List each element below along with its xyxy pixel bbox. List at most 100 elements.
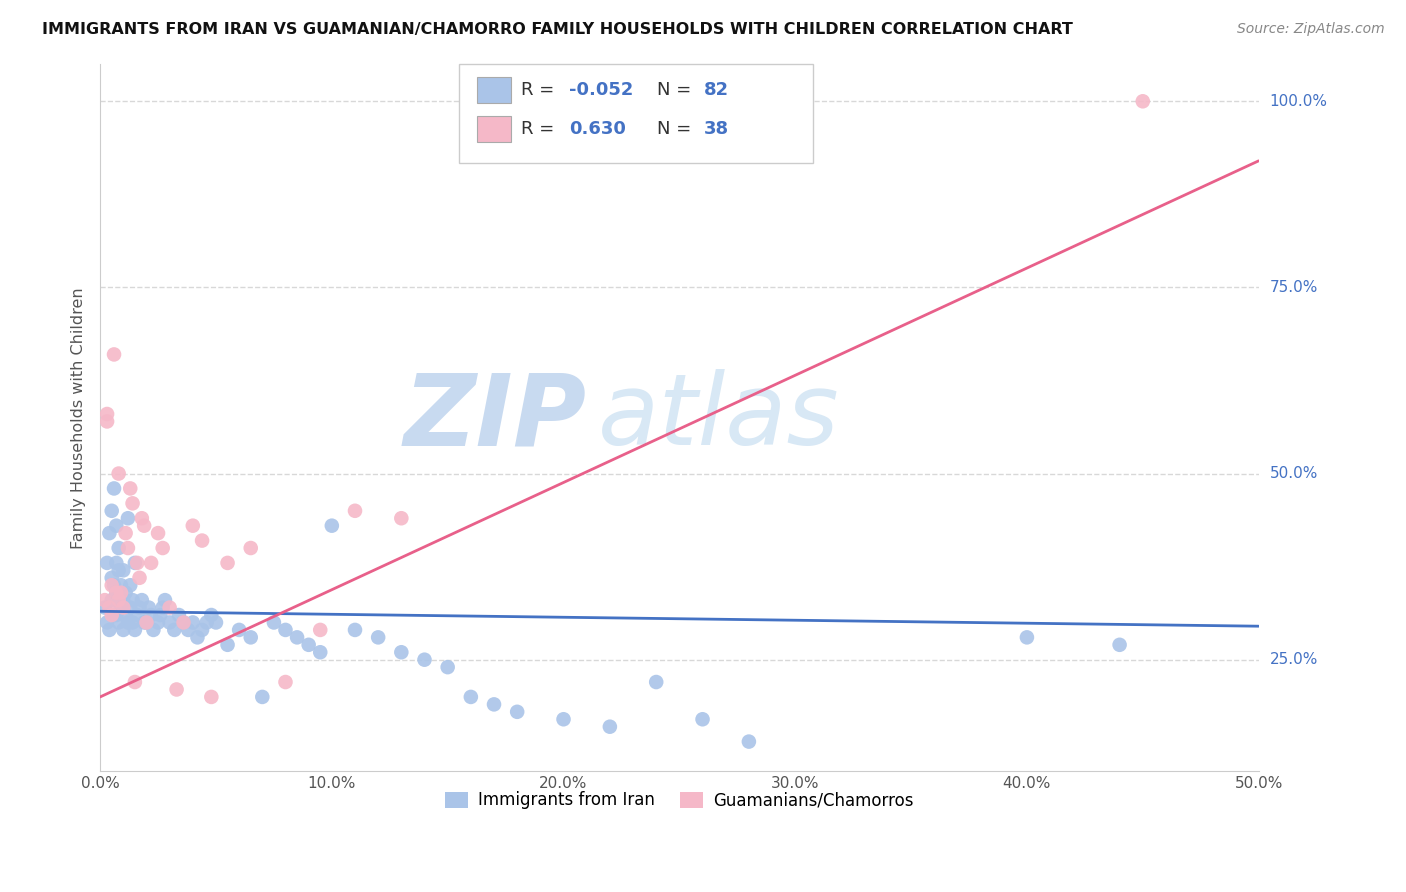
Point <box>96 556 118 570</box>
Point <box>120 578 142 592</box>
Point <box>100 504 122 518</box>
Point <box>107 541 129 555</box>
Text: -0.052: -0.052 <box>569 81 634 99</box>
Point <box>100 593 122 607</box>
Point <box>105 585 128 599</box>
Point <box>110 585 132 599</box>
Point <box>135 615 157 630</box>
Point <box>263 615 285 630</box>
Point <box>200 607 222 622</box>
Text: ZIP: ZIP <box>404 369 586 467</box>
Point <box>553 712 575 726</box>
Point <box>121 615 143 630</box>
Point <box>228 623 250 637</box>
Point <box>110 600 132 615</box>
Point <box>127 607 149 622</box>
Point <box>112 563 135 577</box>
Point <box>389 645 412 659</box>
Point <box>599 720 621 734</box>
Point <box>252 690 274 704</box>
Point <box>96 615 118 630</box>
Point <box>105 518 128 533</box>
Point <box>124 556 146 570</box>
Point <box>128 571 150 585</box>
Point <box>96 414 118 428</box>
Point <box>131 511 153 525</box>
Point <box>159 615 181 630</box>
Point <box>114 607 136 622</box>
Point <box>482 698 505 712</box>
Point <box>98 526 121 541</box>
Point <box>94 593 117 607</box>
Point <box>112 593 135 607</box>
Point <box>177 623 200 637</box>
Point <box>343 504 366 518</box>
Point <box>1015 631 1038 645</box>
Text: R =: R = <box>520 120 565 138</box>
Point <box>152 541 174 555</box>
Point <box>343 623 366 637</box>
FancyBboxPatch shape <box>460 64 813 163</box>
Point <box>107 615 129 630</box>
Point <box>110 578 132 592</box>
Point <box>163 623 186 637</box>
FancyBboxPatch shape <box>477 116 512 142</box>
Point <box>134 615 156 630</box>
Point <box>738 734 761 748</box>
Text: 50.0%: 50.0% <box>1270 466 1317 481</box>
Point <box>96 407 118 421</box>
Point <box>100 571 122 585</box>
Point <box>1132 95 1154 109</box>
Point <box>309 645 332 659</box>
FancyBboxPatch shape <box>477 78 512 103</box>
Point <box>167 607 190 622</box>
Point <box>309 623 332 637</box>
Point <box>105 607 128 622</box>
Point <box>239 541 262 555</box>
Point <box>100 578 122 592</box>
Point <box>367 631 389 645</box>
Point <box>117 541 139 555</box>
Point <box>153 593 176 607</box>
Point <box>159 600 181 615</box>
Point <box>200 690 222 704</box>
Point <box>139 607 162 622</box>
Point <box>139 556 162 570</box>
Point <box>128 600 150 615</box>
Y-axis label: Family Households with Children: Family Households with Children <box>72 287 86 549</box>
Point <box>142 623 165 637</box>
Text: 0.630: 0.630 <box>569 120 626 138</box>
Point <box>107 593 129 607</box>
Point <box>103 347 125 361</box>
Point <box>217 556 239 570</box>
Text: N =: N = <box>658 81 697 99</box>
Point <box>134 518 156 533</box>
Point <box>107 467 129 481</box>
Point <box>181 615 204 630</box>
Point <box>173 615 195 630</box>
Point <box>389 511 412 525</box>
Point <box>103 607 125 622</box>
Point <box>149 607 172 622</box>
Text: 75.0%: 75.0% <box>1270 280 1317 295</box>
Point <box>186 631 208 645</box>
Point <box>103 482 125 496</box>
Text: R =: R = <box>520 81 560 99</box>
Point <box>460 690 482 704</box>
Point <box>239 631 262 645</box>
Point <box>285 631 308 645</box>
Point <box>105 556 128 570</box>
Point <box>114 526 136 541</box>
Point <box>107 563 129 577</box>
Point <box>98 623 121 637</box>
Point <box>692 712 714 726</box>
Point <box>120 482 142 496</box>
Point <box>117 615 139 630</box>
Point <box>124 675 146 690</box>
Point <box>645 675 668 690</box>
Point <box>103 578 125 592</box>
Point <box>298 638 321 652</box>
Point <box>121 593 143 607</box>
Point <box>105 585 128 599</box>
Point <box>94 600 117 615</box>
